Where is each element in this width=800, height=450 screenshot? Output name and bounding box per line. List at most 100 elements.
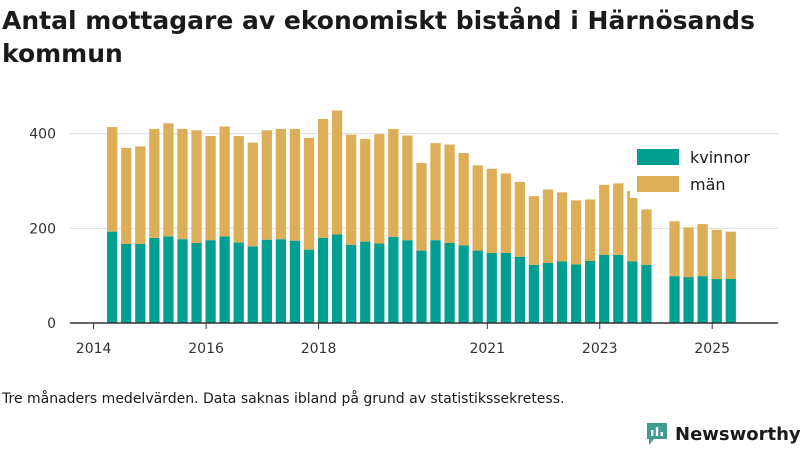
bar-kvinnor: [275, 239, 287, 323]
bar-kvinnor: [374, 243, 385, 323]
bar-kvinnor: [177, 239, 188, 323]
bar-kvinnor: [711, 278, 722, 323]
bar-kvinnor: [514, 256, 526, 323]
bar-kvinnor: [317, 237, 329, 323]
bar-man: [177, 128, 188, 240]
bar-kvinnor: [205, 240, 216, 323]
bar-man: [458, 153, 469, 246]
bar-man: [528, 196, 540, 265]
x-tick-label: 2016: [188, 341, 224, 357]
brand-name: Newsworthy: [675, 423, 800, 445]
bar-kvinnor: [219, 236, 230, 323]
bar-kvinnor: [556, 261, 568, 323]
bar-man: [163, 123, 174, 237]
bar-man: [331, 110, 343, 235]
bar-kvinnor: [261, 239, 272, 323]
bar-man: [416, 163, 427, 251]
bar-kvinnor: [725, 278, 736, 323]
axes: 0 200 400 2014 2016 2018 2021 2023 2025: [29, 127, 778, 357]
bar-man: [121, 147, 132, 244]
bar-kvinnor: [331, 234, 343, 323]
bar-man: [711, 229, 722, 279]
bar-man: [669, 221, 680, 277]
legend-swatch: [637, 176, 679, 192]
bar-kvinnor: [599, 254, 610, 323]
bar-kvinnor: [303, 249, 315, 323]
bar-kvinnor: [191, 243, 202, 323]
bar-man: [683, 227, 694, 278]
bar-kvinnor: [542, 262, 554, 323]
bar-kvinnor: [430, 240, 441, 323]
bar-kvinnor: [163, 236, 174, 323]
bar-man: [725, 231, 736, 279]
bar-kvinnor: [613, 254, 624, 323]
legend-swatch: [637, 149, 679, 165]
bar-kvinnor: [697, 276, 708, 323]
bar-man: [570, 200, 582, 265]
newsworthy-icon: [647, 423, 667, 445]
bar-man: [444, 144, 455, 244]
bar-kvinnor: [444, 243, 455, 323]
y-tick-label: 0: [47, 316, 56, 332]
bar-man: [346, 134, 357, 245]
bar-man: [219, 126, 230, 237]
bar-kvinnor: [500, 252, 511, 323]
bar-man: [641, 209, 652, 265]
bar-man: [135, 146, 146, 244]
bar-man: [191, 130, 202, 244]
bar-man: [360, 138, 371, 242]
bar-man: [514, 181, 526, 257]
legend-label: män: [690, 175, 726, 194]
bar-man: [205, 136, 216, 241]
x-tick-label: 2021: [469, 341, 505, 357]
brand-logo: Newsworthy: [645, 420, 800, 448]
bar-kvinnor: [289, 240, 301, 323]
bar-kvinnor: [121, 243, 132, 323]
bar-man: [599, 184, 610, 255]
x-tick-label: 2014: [76, 341, 112, 357]
bar-man: [585, 199, 596, 261]
bar-kvinnor: [570, 264, 582, 323]
bar-kvinnor: [233, 242, 244, 323]
bar-kvinnor: [669, 276, 680, 323]
x-tick-label: 2023: [582, 341, 618, 357]
bar-man: [542, 189, 554, 263]
y-tick-label: 400: [29, 127, 56, 143]
legend: kvinnor män: [630, 146, 766, 198]
bar-man: [303, 137, 315, 250]
bar-kvinnor: [627, 261, 638, 323]
bar-kvinnor: [149, 237, 160, 323]
bar-man: [500, 173, 511, 253]
bar-kvinnor: [683, 277, 694, 323]
bar-kvinnor: [107, 231, 118, 323]
bar-man: [107, 127, 118, 232]
bar-man: [374, 134, 385, 244]
legend-label: kvinnor: [690, 148, 750, 167]
x-tick-label: 2025: [694, 341, 730, 357]
bar-man: [317, 118, 329, 238]
bar-kvinnor: [135, 243, 146, 323]
bar-kvinnor: [528, 264, 540, 323]
bar-kvinnor: [472, 250, 483, 323]
bar-man: [289, 128, 301, 241]
x-tick-label: 2018: [301, 341, 337, 357]
bar-man: [149, 128, 160, 238]
bar-man: [486, 168, 497, 253]
bar-kvinnor: [247, 246, 258, 323]
bar-kvinnor: [416, 250, 427, 323]
bar-man: [388, 128, 399, 237]
bar-man: [697, 224, 708, 277]
bar-kvinnor: [486, 252, 497, 323]
bars: [107, 110, 736, 323]
bar-man: [261, 130, 272, 240]
bar-kvinnor: [360, 241, 371, 323]
footnote: Tre månaders medelvärden. Data saknas ib…: [2, 391, 565, 407]
bar-kvinnor: [585, 260, 596, 323]
bar-man: [402, 135, 413, 241]
bar-man: [556, 192, 568, 262]
chart-title: Antal mottagare av ekonomiskt bistånd i …: [2, 6, 755, 68]
bar-kvinnor: [641, 264, 652, 323]
bar-kvinnor: [402, 240, 413, 323]
bar-man: [233, 136, 244, 243]
